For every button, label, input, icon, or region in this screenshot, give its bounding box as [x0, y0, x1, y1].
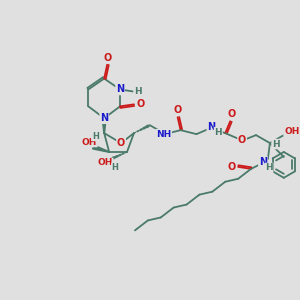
- Text: NH: NH: [156, 130, 171, 139]
- Text: OH: OH: [284, 127, 299, 136]
- Text: N: N: [207, 122, 215, 132]
- Text: H: H: [92, 132, 99, 141]
- Polygon shape: [102, 118, 106, 133]
- Text: O: O: [117, 138, 125, 148]
- Text: H: H: [272, 140, 280, 148]
- Text: H: H: [214, 128, 222, 136]
- Polygon shape: [93, 145, 109, 152]
- Text: O: O: [238, 135, 246, 145]
- Text: O: O: [227, 162, 235, 172]
- Text: O: O: [103, 53, 111, 63]
- Text: OH: OH: [82, 138, 97, 147]
- Text: OH: OH: [98, 158, 113, 167]
- Text: O: O: [227, 109, 235, 119]
- Text: H: H: [265, 164, 273, 172]
- Text: H: H: [134, 87, 142, 96]
- Text: N: N: [100, 113, 108, 123]
- Text: O: O: [137, 99, 145, 110]
- Text: N: N: [259, 157, 267, 167]
- Text: O: O: [173, 105, 182, 115]
- Text: N: N: [116, 85, 124, 94]
- Text: H: H: [112, 164, 118, 172]
